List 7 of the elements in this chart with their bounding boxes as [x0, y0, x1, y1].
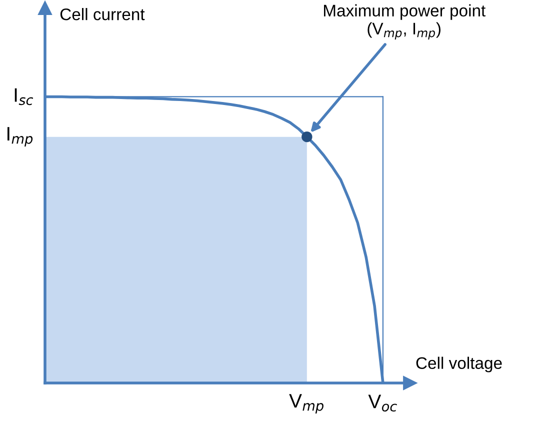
y-axis-title: Cell current — [60, 8, 145, 20]
text: I$_{mp}$ — [7, 127, 33, 146]
x-axis-title: Cell voltage — [416, 356, 502, 372]
text: I$_{sc}$ — [14, 88, 34, 106]
text: Maximum power point (V$_{mp}$, I$_{mp}$) — [324, 4, 486, 40]
x-tick-label: V$_{mp}$ — [289, 394, 324, 414]
x-tick-label: V$_{oc}$ — [368, 394, 397, 412]
